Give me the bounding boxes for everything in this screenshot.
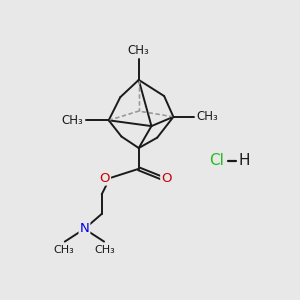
Text: CH₃: CH₃: [128, 44, 150, 57]
Text: Cl: Cl: [209, 153, 224, 168]
Text: CH₃: CH₃: [61, 114, 83, 127]
Text: CH₃: CH₃: [196, 110, 218, 123]
Text: O: O: [100, 172, 110, 184]
Text: H: H: [238, 153, 250, 168]
Text: O: O: [161, 172, 172, 184]
Text: CH₃: CH₃: [53, 245, 74, 255]
Text: CH₃: CH₃: [95, 245, 116, 255]
Text: N: N: [80, 222, 89, 236]
